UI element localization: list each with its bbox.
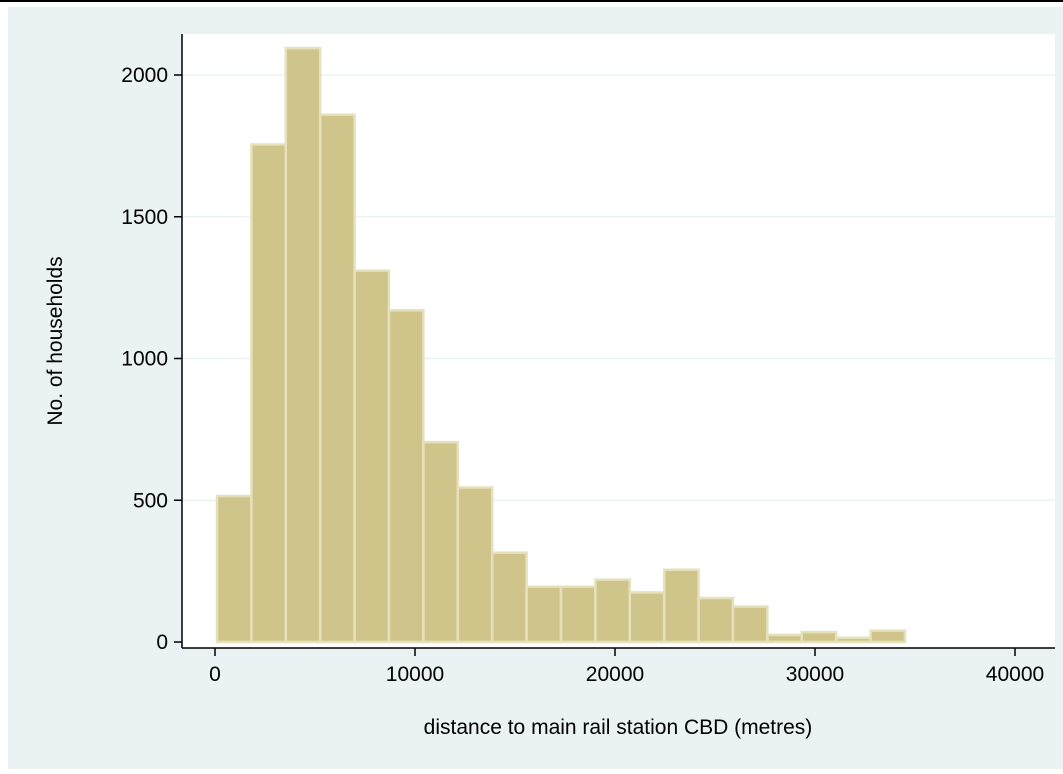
bar-6	[422, 440, 460, 644]
y-tick-label-0: 0	[156, 631, 168, 654]
y-axis-label: No. of households	[44, 256, 67, 425]
y-axis-ticks: 0 500 1000 1500 2000	[121, 64, 182, 654]
x-tick-label-10000: 10000	[386, 663, 444, 686]
y-tick-label-1500: 1500	[121, 206, 168, 229]
x-tick-label-30000: 30000	[786, 663, 844, 686]
x-axis-ticks: 0 10000 20000 30000 40000	[209, 648, 1044, 686]
bars	[215, 46, 907, 644]
bar-19	[869, 629, 907, 644]
y-tick-label-2000: 2000	[121, 64, 168, 87]
chart-outer-background: 0 500 1000 1500 2000 0 10000 20000 30000 40000 d…	[8, 6, 1063, 769]
bar-7	[456, 486, 494, 644]
bar-17	[800, 630, 838, 644]
bar-16	[766, 633, 804, 644]
x-tick-label-40000: 40000	[986, 663, 1044, 686]
x-tick-label-20000: 20000	[586, 663, 644, 686]
x-tick-label-0: 0	[209, 663, 221, 686]
bar-13	[662, 568, 700, 644]
bar-14	[697, 596, 735, 644]
top-border	[0, 0, 1063, 7]
bar-10	[559, 585, 597, 644]
bar-9	[525, 585, 563, 644]
bar-1	[250, 143, 288, 644]
bar-15	[731, 605, 769, 644]
y-tick-label-1000: 1000	[121, 348, 168, 371]
histogram-chart: 0 500 1000 1500 2000 0 10000 20000 30000 40000 d…	[44, 34, 1055, 739]
bar-2	[284, 46, 322, 644]
bar-5	[387, 309, 425, 644]
bar-11	[594, 578, 632, 644]
bar-18	[834, 636, 872, 644]
bar-8	[490, 551, 528, 644]
y-tick-label-500: 500	[133, 489, 168, 512]
bar-0	[215, 494, 253, 644]
bar-4	[353, 269, 391, 644]
bar-3	[318, 113, 356, 644]
bar-12	[628, 591, 666, 644]
x-axis-label: distance to main rail station CBD (metre…	[424, 716, 813, 739]
